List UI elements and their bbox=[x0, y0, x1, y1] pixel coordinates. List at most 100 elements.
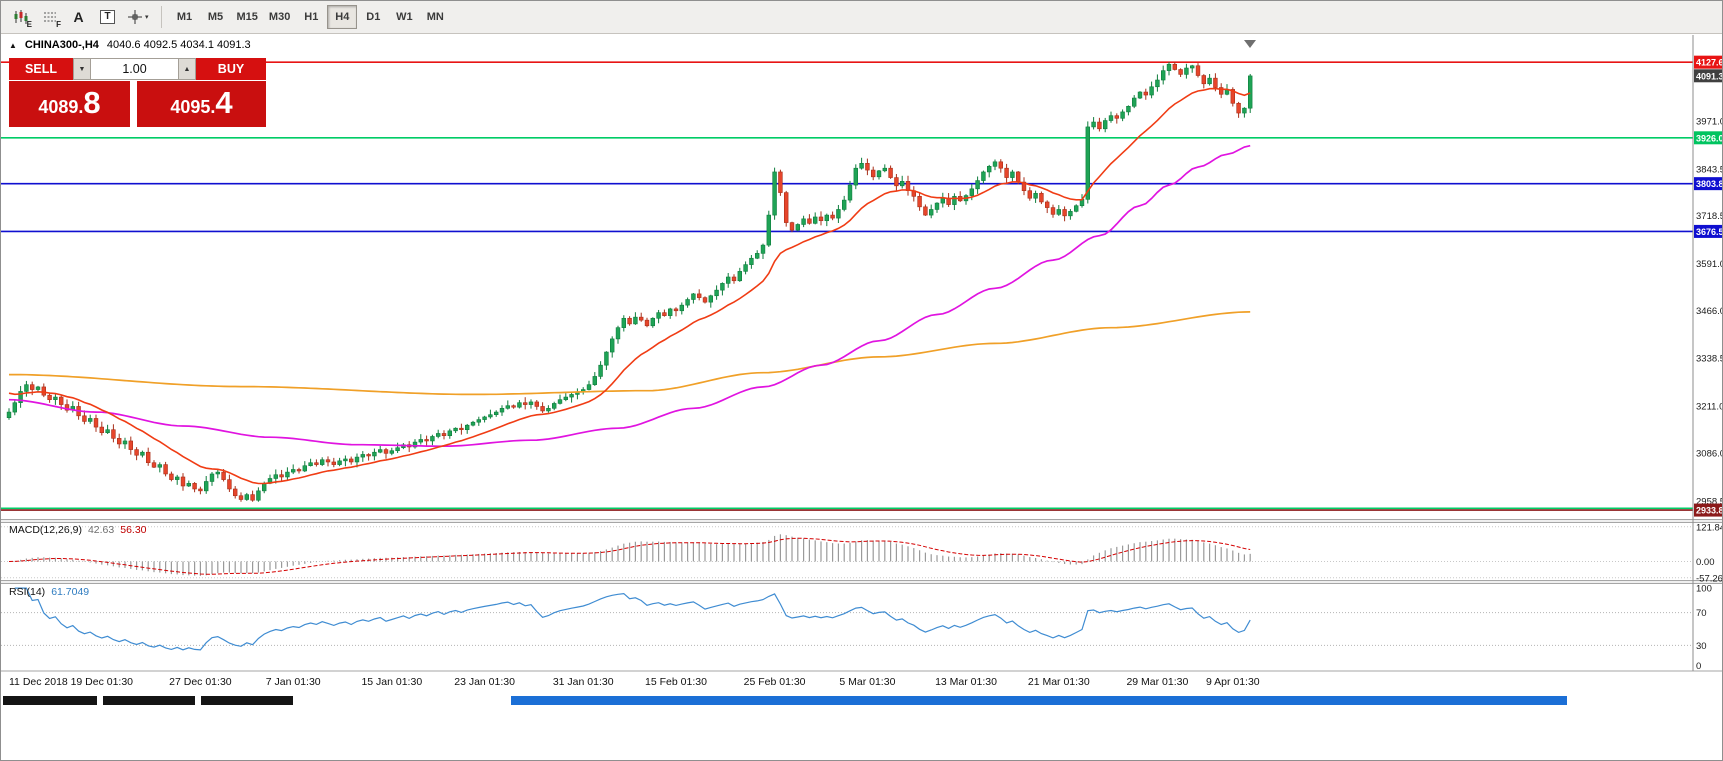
candle-body bbox=[459, 427, 464, 431]
candle-body bbox=[1068, 211, 1073, 217]
candle-body bbox=[737, 271, 743, 282]
collapse-icon[interactable]: ▲ bbox=[9, 40, 17, 50]
candle-body bbox=[1184, 67, 1189, 75]
sell-button[interactable]: SELL bbox=[9, 58, 73, 80]
price-axis-label: 3338.5 bbox=[1696, 354, 1723, 365]
rsi-line bbox=[14, 587, 1251, 651]
level-price-badge: 3676.5 bbox=[1696, 227, 1723, 237]
candle-body bbox=[662, 312, 667, 316]
time-axis-label: 31 Jan 01:30 bbox=[553, 676, 614, 688]
volume-decrease-button[interactable]: ▼ bbox=[73, 58, 91, 80]
candle-body bbox=[754, 253, 760, 259]
candle-body bbox=[598, 364, 603, 377]
candle-body bbox=[1195, 65, 1201, 76]
candle-body bbox=[882, 167, 888, 172]
candle-body bbox=[186, 483, 191, 487]
candle-body bbox=[836, 209, 841, 219]
timeframe-button-m1[interactable]: M1 bbox=[170, 5, 200, 29]
candle-body bbox=[117, 438, 122, 445]
time-axis-label: 5 Mar 01:30 bbox=[839, 676, 895, 688]
indicator-grid-icon bbox=[43, 12, 56, 22]
candle-body bbox=[389, 450, 394, 454]
candle-body bbox=[308, 462, 313, 467]
candle-body bbox=[824, 214, 830, 222]
candle-body bbox=[679, 304, 685, 312]
chart-title: ▲ CHINA300-,H4 4040.6 4092.5 4034.1 4091… bbox=[9, 39, 251, 51]
candle-body bbox=[180, 476, 186, 487]
candle-body bbox=[627, 317, 632, 325]
bottom-bar-segment[interactable] bbox=[103, 696, 195, 705]
text-tool-icon: A bbox=[73, 9, 84, 25]
candle-body bbox=[151, 462, 157, 468]
candle-body bbox=[233, 488, 238, 497]
bottom-bar-segment[interactable] bbox=[3, 696, 97, 705]
candle-body bbox=[1056, 209, 1062, 215]
candle-body bbox=[638, 316, 644, 321]
candle-body bbox=[354, 456, 360, 463]
sell-price-main: 4089. bbox=[38, 97, 84, 117]
candle-body bbox=[140, 451, 145, 456]
timeframe-button-w1[interactable]: W1 bbox=[389, 5, 419, 29]
candle-body bbox=[331, 461, 336, 465]
time-axis-label: 7 Jan 01:30 bbox=[266, 676, 321, 688]
candle-body bbox=[198, 488, 203, 492]
timeframe-button-d1[interactable]: D1 bbox=[358, 5, 388, 29]
candle-body bbox=[586, 384, 592, 390]
slow-ma-line bbox=[9, 311, 1251, 396]
candle-body bbox=[743, 264, 748, 272]
timeframe-button-mn[interactable]: MN bbox=[420, 5, 450, 29]
candle-body bbox=[998, 161, 1004, 169]
candle-body bbox=[633, 316, 638, 325]
candle-body bbox=[865, 163, 870, 171]
candle-body bbox=[435, 433, 441, 437]
timeframe-button-m15[interactable]: M15 bbox=[232, 5, 263, 29]
candle-body bbox=[685, 299, 690, 306]
crosshair-tool-button[interactable]: ▾ bbox=[123, 5, 153, 30]
candle-body bbox=[290, 469, 296, 473]
candle-body bbox=[1062, 209, 1067, 217]
candle-body bbox=[609, 338, 615, 353]
candle-body bbox=[830, 214, 835, 219]
chart-shift-marker-icon[interactable] bbox=[1244, 40, 1256, 48]
candle-body bbox=[720, 283, 725, 291]
timeframe-button-h4[interactable]: H4 bbox=[327, 5, 358, 29]
candle-body bbox=[981, 171, 986, 181]
time-axis-label: 13 Mar 01:30 bbox=[935, 676, 997, 688]
candle-body bbox=[447, 430, 452, 437]
bottom-bar-active-segment[interactable] bbox=[511, 696, 1567, 705]
pane-separator[interactable] bbox=[1, 580, 1723, 584]
candle-body bbox=[343, 458, 348, 462]
candle-body bbox=[35, 386, 41, 390]
candle-body bbox=[615, 327, 621, 340]
price-axis-label: 3211.0 bbox=[1696, 402, 1723, 413]
timeframe-button-h1[interactable]: H1 bbox=[296, 5, 326, 29]
timeframe-button-m5[interactable]: M5 bbox=[201, 5, 231, 29]
candle-body bbox=[88, 418, 93, 422]
timeframe-button-m30[interactable]: M30 bbox=[264, 5, 295, 29]
volume-input[interactable] bbox=[91, 58, 178, 80]
sell-price-display[interactable]: 4089. 8 bbox=[9, 81, 130, 127]
buy-price-display[interactable]: 4095. 4 bbox=[137, 81, 266, 127]
volume-increase-button[interactable]: ▲ bbox=[178, 58, 196, 80]
time-axis-label: 15 Feb 01:30 bbox=[645, 676, 707, 688]
level-price-badge-bg bbox=[1694, 55, 1722, 69]
indicator-list-tool-button[interactable]: F bbox=[36, 5, 63, 30]
chart-style-tool-button[interactable]: E bbox=[7, 5, 34, 30]
candle-body bbox=[1120, 111, 1125, 119]
time-axis-label: 9 Apr 01:30 bbox=[1206, 676, 1260, 688]
textbox-tool-button[interactable]: T bbox=[94, 5, 121, 30]
buy-button[interactable]: BUY bbox=[196, 58, 266, 80]
price-axis-label: 3971.0 bbox=[1696, 116, 1723, 127]
candle-body bbox=[1039, 193, 1044, 203]
sell-price-big-digit: 8 bbox=[83, 85, 101, 120]
candle-body bbox=[1103, 120, 1108, 130]
pane-separator[interactable] bbox=[1, 519, 1723, 523]
candle-body bbox=[453, 427, 458, 432]
candle-body bbox=[511, 405, 516, 408]
text-tool-button[interactable]: A bbox=[65, 5, 92, 30]
candle-body bbox=[1219, 87, 1224, 95]
bottom-bar-segment[interactable] bbox=[201, 696, 293, 705]
caret-up-icon: ▲ bbox=[183, 65, 191, 73]
candle-body bbox=[424, 439, 429, 442]
